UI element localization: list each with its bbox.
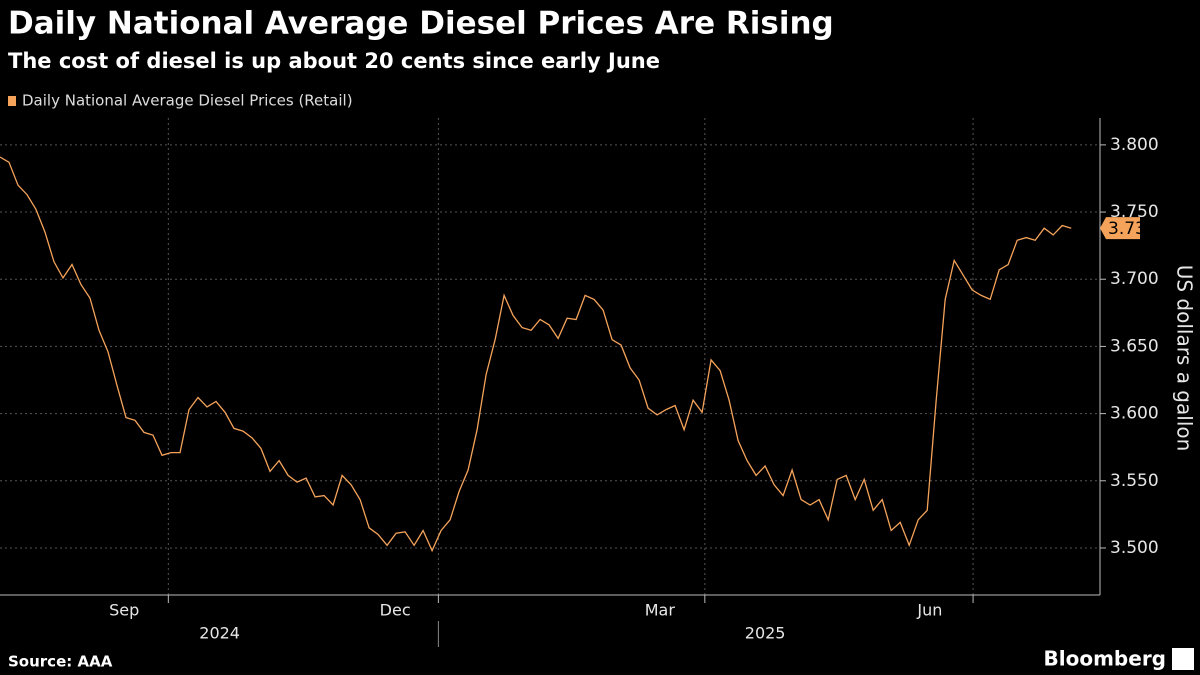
chart-title: Daily National Average Diesel Prices Are… <box>8 6 834 42</box>
legend-swatch <box>8 96 16 106</box>
y-axis-label: US dollars a gallon <box>1173 265 1197 452</box>
x-tick-label: Dec <box>380 601 411 620</box>
y-tick-label: 3.500 <box>1110 538 1159 558</box>
source: Source: AAA <box>8 653 113 671</box>
y-tick-label: 3.700 <box>1110 269 1159 289</box>
chart-subtitle: The cost of diesel is up about 20 cents … <box>8 49 660 73</box>
brand-icon <box>1172 648 1194 670</box>
year-label: 2024 <box>199 624 240 643</box>
y-tick-label: 3.650 <box>1110 336 1159 356</box>
year-label: 2025 <box>745 624 786 643</box>
x-tick-label: Sep <box>109 601 139 620</box>
last-value-label: 3.738 <box>1108 219 1157 239</box>
y-tick-label: 3.600 <box>1110 404 1159 424</box>
legend-label: Daily National Average Diesel Prices (Re… <box>22 92 353 110</box>
last-value-badge <box>1100 217 1140 240</box>
x-tick-label: Jun <box>916 601 942 620</box>
y-tick-label: 3.800 <box>1110 135 1159 155</box>
y-tick-label: 3.550 <box>1110 471 1159 491</box>
brand: Bloomberg <box>1044 647 1166 671</box>
x-tick-label: Mar <box>645 601 676 620</box>
line-series <box>0 156 1072 553</box>
y-tick-label: 3.750 <box>1110 202 1159 222</box>
